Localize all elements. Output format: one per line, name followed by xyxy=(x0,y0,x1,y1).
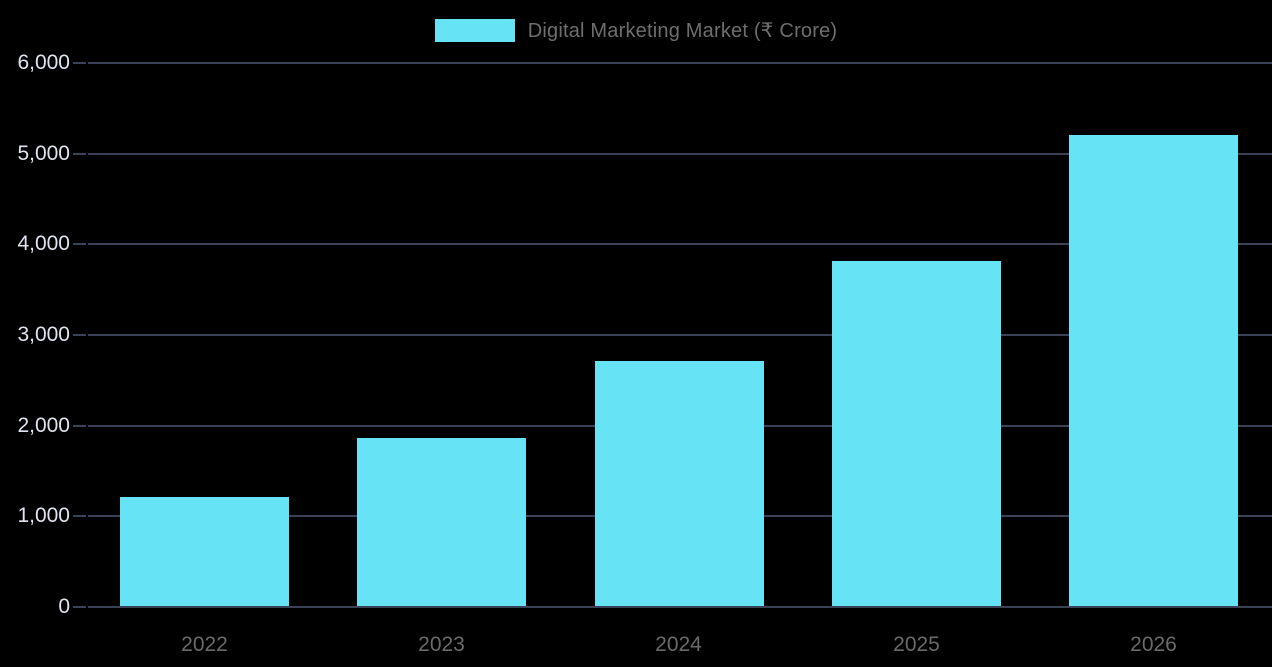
bar-2026[interactable] xyxy=(1069,135,1238,606)
y-axis-tick xyxy=(73,243,86,246)
y-axis-tick xyxy=(73,334,86,336)
gridline xyxy=(88,243,1272,246)
y-axis-tick xyxy=(73,606,86,608)
gridline xyxy=(88,152,1272,155)
chart-legend[interactable]: Digital Marketing Market (₹ Crore) xyxy=(0,18,1272,43)
y-axis-tick xyxy=(73,152,86,155)
y-tick-label: 2,000 xyxy=(17,413,70,437)
y-tick-label: 4,000 xyxy=(17,232,70,256)
bar-2022[interactable] xyxy=(120,497,289,606)
gridline xyxy=(88,62,1272,64)
y-tick-label: 3,000 xyxy=(17,323,70,346)
x-tick-label: 2023 xyxy=(418,633,465,656)
y-tick-label: 0 xyxy=(58,595,70,618)
y-axis-tick xyxy=(73,515,86,518)
y-tick-label: 5,000 xyxy=(17,141,70,165)
bar-2023[interactable] xyxy=(357,438,526,606)
gridline xyxy=(88,334,1272,336)
y-axis-tick xyxy=(73,424,86,427)
bar-2024[interactable] xyxy=(595,361,764,606)
gridline xyxy=(88,606,1272,608)
x-tick-label: 2025 xyxy=(893,633,940,656)
y-axis-tick xyxy=(73,62,86,64)
x-tick-label: 2026 xyxy=(1130,633,1177,656)
y-tick-label: 1,000 xyxy=(17,504,70,528)
x-tick-label: 2022 xyxy=(181,633,228,656)
bar-2025[interactable] xyxy=(832,261,1001,606)
legend-swatch[interactable] xyxy=(434,19,515,42)
x-tick-label: 2024 xyxy=(655,633,702,656)
y-tick-label: 6,000 xyxy=(17,51,70,74)
legend-label: Digital Marketing Market (₹ Crore) xyxy=(527,20,838,42)
